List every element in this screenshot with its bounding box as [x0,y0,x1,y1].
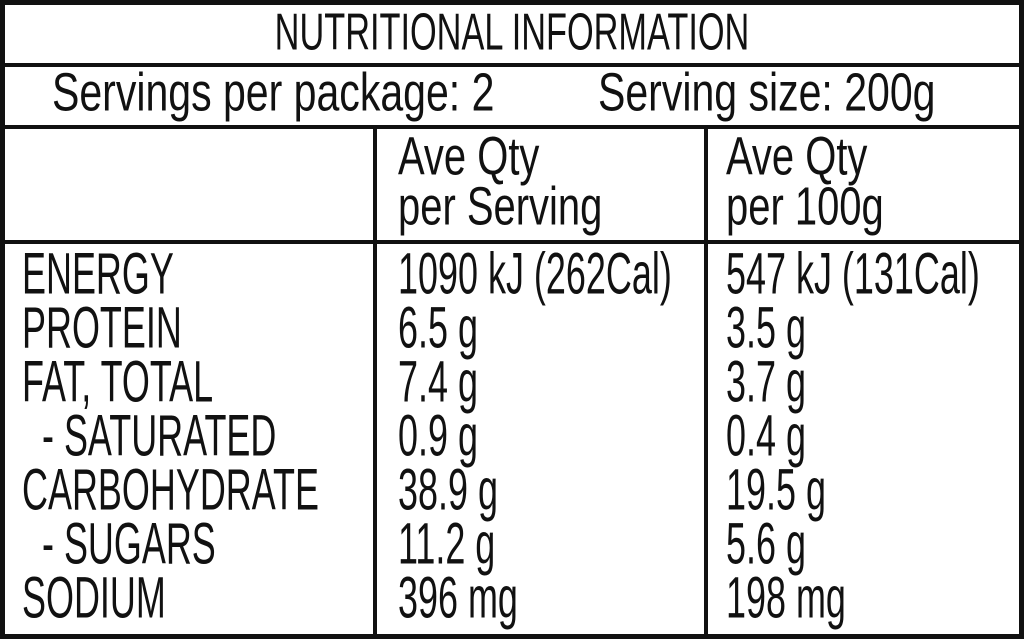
title: NUTRITIONAL INFORMATION [275,4,750,62]
nutrient-value: 0.4 g [726,404,806,469]
nutrient-value: 547 kJ (131Cal) [726,242,980,307]
nutrient-value: 3.7 g [726,350,806,415]
nutrient-value: 5.6 g [726,512,806,577]
nutrient-name: - SUGARS [22,512,216,577]
nutrient-name: PROTEIN [22,296,182,361]
nutrient-name: SODIUM [22,566,166,631]
nutrient-value: 11.2 g [398,512,495,577]
nutrient-value: 6.5 g [398,296,478,361]
nutrient-value: 1090 kJ (262Cal) [398,242,672,307]
nutrient-value: 7.4 g [398,350,478,415]
column-header: per Serving [398,177,602,237]
nutrient-name: CARBOHYDRATE [22,458,319,523]
servings-per-package: Servings per package: 2 [52,63,494,123]
nutrient-value: 38.9 g [398,458,498,523]
nutrient-name: ENERGY [22,242,174,307]
column-header: Ave Qty [726,127,868,187]
serving-size: Serving size: 200g [598,63,935,123]
nutrient-name: - SATURATED [22,404,276,469]
column-header: Ave Qty [398,127,540,187]
nutrient-value: 198 mg [726,566,846,631]
nutrient-name: FAT, TOTAL [22,350,213,415]
nutrient-value: 396 mg [398,566,518,631]
column-header: per 100g [726,177,884,237]
nutrient-value: 3.5 g [726,296,806,361]
nutrient-value: 19.5 g [726,458,826,523]
nutrient-value: 0.9 g [398,404,478,469]
